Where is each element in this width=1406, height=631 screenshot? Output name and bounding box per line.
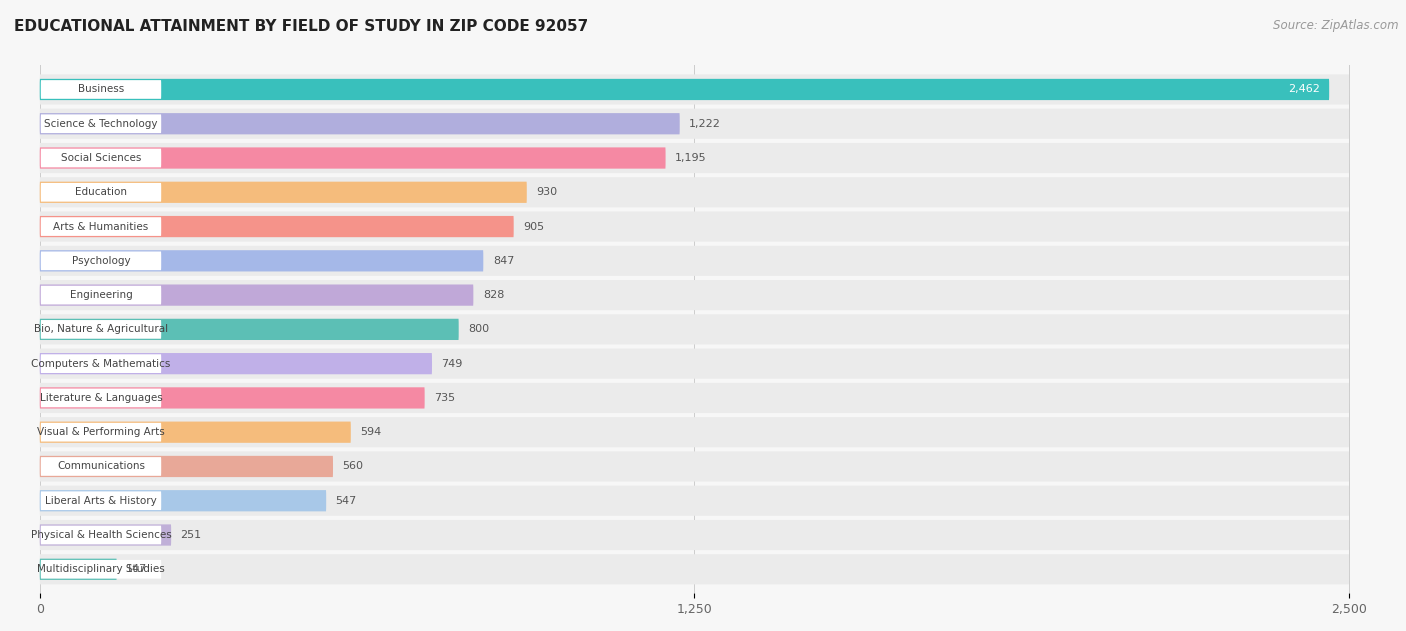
Text: Arts & Humanities: Arts & Humanities	[53, 221, 149, 232]
Text: Psychology: Psychology	[72, 256, 131, 266]
FancyBboxPatch shape	[39, 387, 425, 408]
FancyBboxPatch shape	[39, 177, 1350, 208]
Text: 2,462: 2,462	[1288, 85, 1320, 95]
Text: Business: Business	[77, 85, 124, 95]
FancyBboxPatch shape	[39, 148, 665, 168]
FancyBboxPatch shape	[39, 251, 484, 271]
FancyBboxPatch shape	[39, 216, 513, 237]
FancyBboxPatch shape	[39, 558, 117, 580]
Text: Liberal Arts & History: Liberal Arts & History	[45, 496, 157, 505]
Text: Social Sciences: Social Sciences	[60, 153, 141, 163]
Text: Visual & Performing Arts: Visual & Performing Arts	[37, 427, 165, 437]
FancyBboxPatch shape	[39, 319, 458, 340]
FancyBboxPatch shape	[39, 74, 1350, 105]
Text: Literature & Languages: Literature & Languages	[39, 393, 162, 403]
Text: Computers & Mathematics: Computers & Mathematics	[31, 358, 170, 369]
FancyBboxPatch shape	[39, 314, 1350, 345]
FancyBboxPatch shape	[41, 354, 162, 373]
FancyBboxPatch shape	[39, 451, 1350, 481]
FancyBboxPatch shape	[39, 109, 1350, 139]
FancyBboxPatch shape	[39, 79, 1329, 100]
FancyBboxPatch shape	[39, 348, 1350, 379]
Text: Multidisciplinary Studies: Multidisciplinary Studies	[37, 564, 165, 574]
FancyBboxPatch shape	[41, 217, 162, 236]
FancyBboxPatch shape	[39, 383, 1350, 413]
FancyBboxPatch shape	[39, 417, 1350, 447]
FancyBboxPatch shape	[41, 114, 162, 133]
Text: 847: 847	[492, 256, 515, 266]
FancyBboxPatch shape	[41, 286, 162, 304]
FancyBboxPatch shape	[41, 183, 162, 202]
FancyBboxPatch shape	[39, 182, 527, 203]
FancyBboxPatch shape	[39, 486, 1350, 516]
Text: 905: 905	[523, 221, 544, 232]
Text: 828: 828	[482, 290, 505, 300]
Text: 560: 560	[343, 461, 363, 471]
FancyBboxPatch shape	[39, 490, 326, 511]
FancyBboxPatch shape	[39, 353, 432, 374]
Text: Source: ZipAtlas.com: Source: ZipAtlas.com	[1274, 19, 1399, 32]
Text: 930: 930	[536, 187, 557, 198]
FancyBboxPatch shape	[41, 423, 162, 442]
Text: 749: 749	[441, 358, 463, 369]
Text: 594: 594	[360, 427, 381, 437]
FancyBboxPatch shape	[41, 526, 162, 545]
Text: Education: Education	[75, 187, 127, 198]
FancyBboxPatch shape	[41, 457, 162, 476]
FancyBboxPatch shape	[41, 389, 162, 407]
FancyBboxPatch shape	[39, 280, 1350, 310]
Text: 735: 735	[434, 393, 456, 403]
Text: 1,222: 1,222	[689, 119, 721, 129]
Text: 547: 547	[336, 496, 357, 505]
FancyBboxPatch shape	[39, 143, 1350, 173]
Text: Bio, Nature & Agricultural: Bio, Nature & Agricultural	[34, 324, 169, 334]
FancyBboxPatch shape	[41, 560, 162, 579]
FancyBboxPatch shape	[41, 80, 162, 99]
FancyBboxPatch shape	[39, 524, 172, 546]
Text: Physical & Health Sciences: Physical & Health Sciences	[31, 530, 172, 540]
FancyBboxPatch shape	[39, 113, 679, 134]
Text: Communications: Communications	[58, 461, 145, 471]
FancyBboxPatch shape	[39, 211, 1350, 242]
FancyBboxPatch shape	[41, 320, 162, 339]
Text: 251: 251	[180, 530, 201, 540]
Text: Engineering: Engineering	[70, 290, 132, 300]
FancyBboxPatch shape	[41, 149, 162, 167]
FancyBboxPatch shape	[39, 245, 1350, 276]
Text: Science & Technology: Science & Technology	[44, 119, 157, 129]
Text: 147: 147	[127, 564, 148, 574]
FancyBboxPatch shape	[41, 252, 162, 270]
FancyBboxPatch shape	[39, 554, 1350, 584]
Text: EDUCATIONAL ATTAINMENT BY FIELD OF STUDY IN ZIP CODE 92057: EDUCATIONAL ATTAINMENT BY FIELD OF STUDY…	[14, 19, 588, 34]
FancyBboxPatch shape	[39, 285, 474, 306]
Text: 800: 800	[468, 324, 489, 334]
FancyBboxPatch shape	[41, 492, 162, 510]
FancyBboxPatch shape	[39, 456, 333, 477]
FancyBboxPatch shape	[39, 422, 352, 443]
FancyBboxPatch shape	[39, 520, 1350, 550]
Text: 1,195: 1,195	[675, 153, 707, 163]
